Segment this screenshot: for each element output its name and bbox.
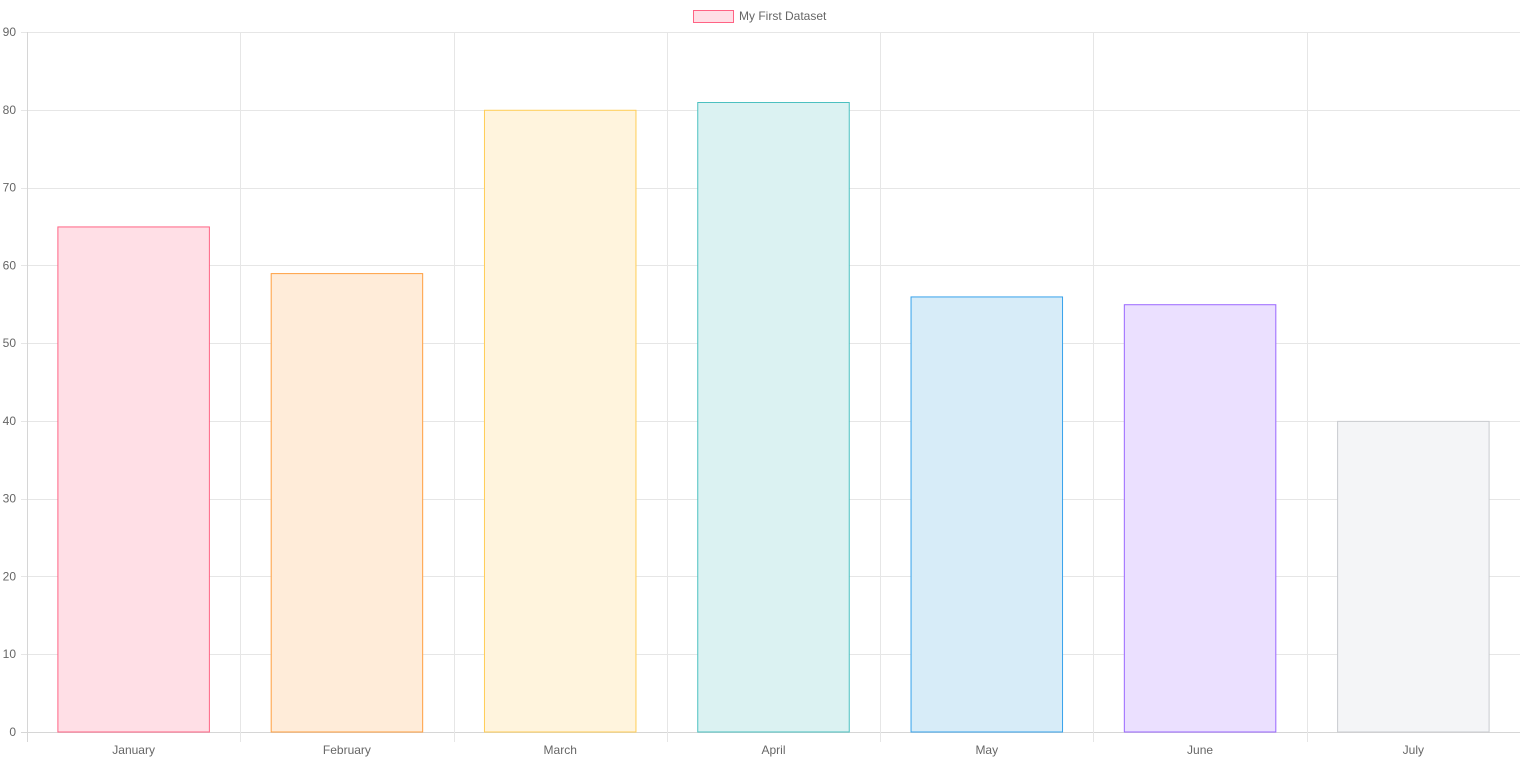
y-tick-label: 0 xyxy=(9,725,16,739)
y-tick-label: 40 xyxy=(3,414,17,428)
y-tick-label: 10 xyxy=(3,647,17,661)
legend-swatch[interactable] xyxy=(693,10,734,23)
y-tick-label: 20 xyxy=(3,569,17,583)
bar-march[interactable] xyxy=(483,109,637,733)
bar-june[interactable] xyxy=(1123,304,1277,733)
axis-layer: 0 10 20 30 40 50 60 70 80 90 January February March A… xyxy=(3,25,1424,757)
bar-january[interactable] xyxy=(57,226,210,733)
bar-april[interactable] xyxy=(697,102,850,733)
y-tick-label: 70 xyxy=(3,181,17,195)
x-tick-label: January xyxy=(112,743,155,757)
bar-february[interactable] xyxy=(270,273,424,733)
x-tick-label: March xyxy=(544,743,577,757)
x-tick-label: June xyxy=(1187,743,1213,757)
x-tick-label: April xyxy=(761,743,785,757)
x-tick-label: May xyxy=(975,743,998,757)
legend[interactable]: My First Dataset xyxy=(693,9,828,23)
y-tick-label: 50 xyxy=(3,336,17,350)
y-tick-label: 80 xyxy=(3,103,17,117)
bar-july[interactable] xyxy=(1337,420,1490,733)
y-tick-label: 60 xyxy=(3,258,17,272)
legend-label[interactable]: My First Dataset xyxy=(739,9,827,23)
bar-may[interactable] xyxy=(910,296,1064,733)
y-tick-label: 90 xyxy=(3,25,17,39)
bars-layer xyxy=(57,102,1490,733)
y-tick-label: 30 xyxy=(3,492,17,506)
x-tick-label: July xyxy=(1403,743,1424,757)
x-tick-label: February xyxy=(323,743,371,757)
